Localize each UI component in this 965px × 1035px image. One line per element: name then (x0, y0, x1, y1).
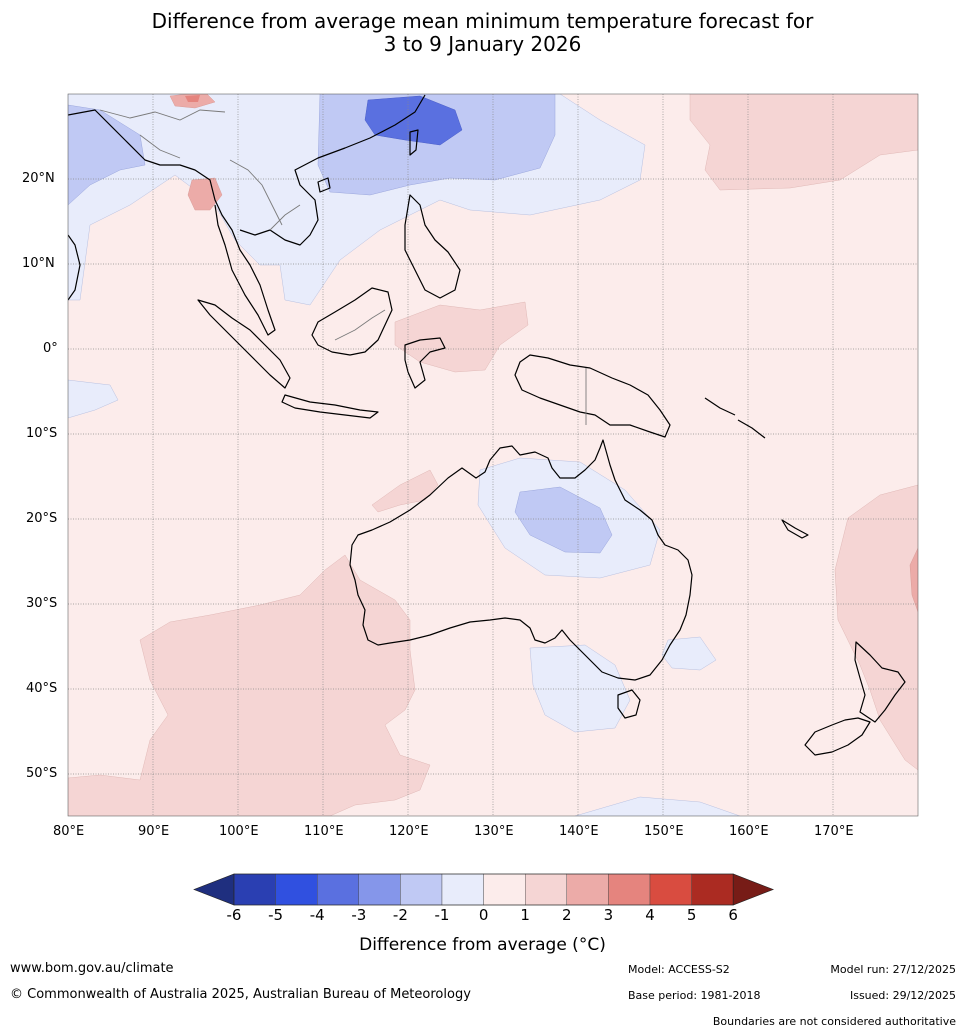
colorbar-tick-label: 2 (552, 906, 582, 924)
footer-copyright: © Commonwealth of Australia 2025, Austra… (10, 987, 471, 1002)
lat-label-equator: 0° (43, 341, 83, 356)
lon-label-150E: 150°E (644, 824, 684, 839)
lon-label-130E: 130°E (474, 824, 514, 839)
lat-label-20S: 20°S (26, 511, 66, 526)
colorbar-tick-label: 4 (635, 906, 665, 924)
lat-label-40S: 40°S (26, 681, 66, 696)
lat-label-10S: 10°S (26, 426, 66, 441)
footer-model: Model: ACCESS-S2 (628, 963, 730, 976)
lon-label-100E: 100°E (219, 824, 259, 839)
footer-website[interactable]: www.bom.gov.au/climate (10, 961, 174, 976)
footer-disclaimer: Boundaries are not considered authoritat… (713, 1015, 956, 1028)
colorbar-tick-label: -4 (302, 906, 332, 924)
colorbar-label-unit: °C (579, 935, 599, 955)
colorbar-label-prefix: Difference from average ( (359, 935, 579, 955)
lat-label-10N: 10°N (22, 256, 62, 271)
lon-label-120E: 120°E (389, 824, 429, 839)
colorbar-tick-label: 0 (469, 906, 499, 924)
lat-label-50S: 50°S (26, 766, 66, 781)
lat-label-30S: 30°S (26, 596, 66, 611)
colorbar-tick-label: -5 (261, 906, 291, 924)
footer-model-run: Model run: 27/12/2025 (830, 963, 956, 976)
colorbar-tick-label: 6 (718, 906, 748, 924)
colorbar-label-suffix: ) (599, 935, 606, 955)
colorbar-tick-label: 3 (593, 906, 623, 924)
forecast-map (0, 0, 965, 1035)
colorbar-tick-label: -3 (344, 906, 374, 924)
colorbar-tick-label: 5 (677, 906, 707, 924)
colorbar-label: Difference from average (°C) (0, 935, 965, 955)
colorbar-tick-label: -2 (385, 906, 415, 924)
lon-label-90E: 90°E (138, 824, 169, 839)
colorbar-tick-label: -6 (219, 906, 249, 924)
lon-label-170E: 170°E (814, 824, 854, 839)
footer-issued: Issued: 29/12/2025 (850, 989, 956, 1002)
lon-label-140E: 140°E (559, 824, 599, 839)
colorbar-tick-label: 1 (510, 906, 540, 924)
lon-label-80E: 80°E (53, 824, 84, 839)
lon-label-110E: 110°E (304, 824, 344, 839)
lon-label-160E: 160°E (729, 824, 769, 839)
colorbar-tick-label: -1 (427, 906, 457, 924)
lat-label-20N: 20°N (22, 171, 62, 186)
footer-base-period: Base period: 1981-2018 (628, 989, 760, 1002)
